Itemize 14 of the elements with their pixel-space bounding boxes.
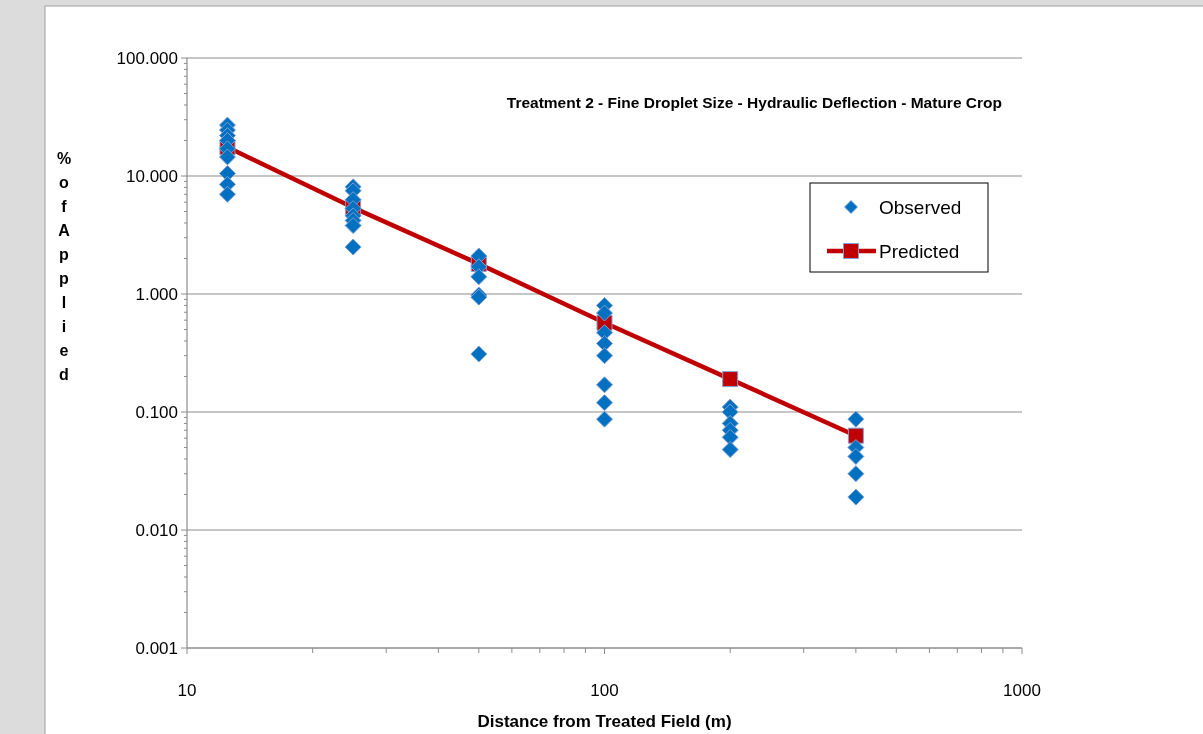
legend-label: Observed: [879, 196, 962, 218]
y-tick-label: 0.001: [135, 638, 178, 658]
x-tick-label: 10: [177, 681, 197, 700]
y-tick-label: 0.010: [135, 520, 178, 540]
x-axis-title: Distance from Treated Field (m): [477, 712, 732, 731]
text: % of Applied: [56, 150, 72, 383]
y-tick-label: 0.100: [135, 402, 178, 422]
y-tick-label: 1.000: [135, 284, 178, 304]
x-tick-label: 100: [590, 681, 619, 700]
x-tick-label: 1000: [1003, 681, 1041, 700]
text: Treatment 2 - Fine Droplet Size - Hydraulic Deflection - Mature Crop: [506, 94, 1002, 111]
y-tick-label: 100.000: [116, 48, 178, 68]
legend-label: Predicted: [879, 240, 960, 262]
y-tick-label: 10.000: [126, 166, 178, 186]
